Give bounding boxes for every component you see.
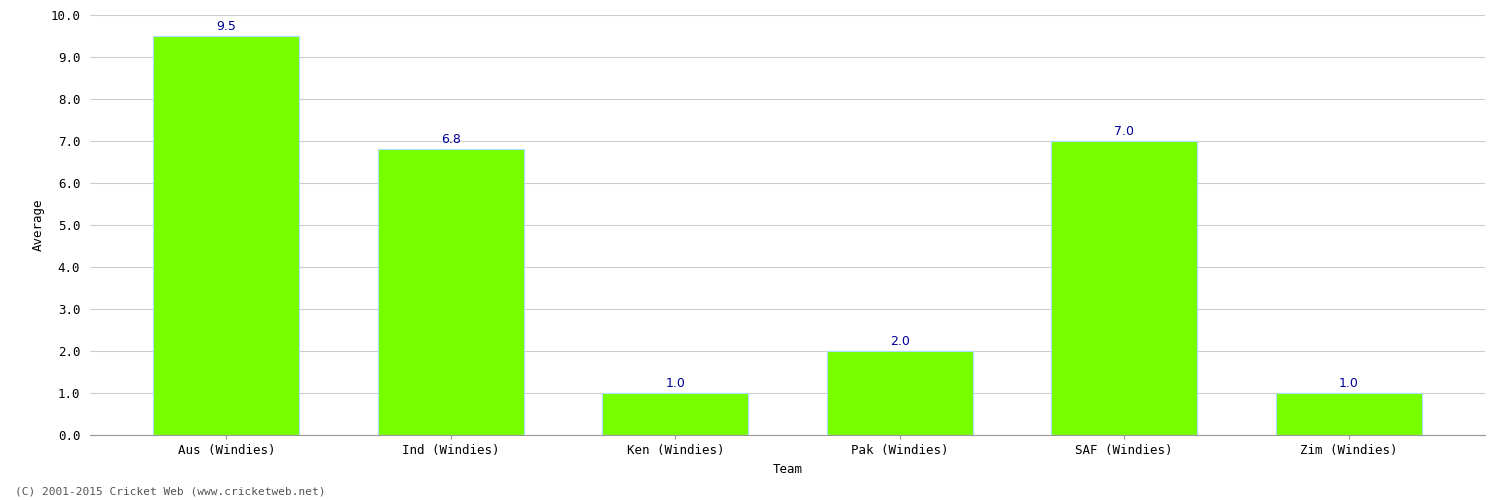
Text: 1.0: 1.0 [1338,376,1359,390]
X-axis label: Team: Team [772,462,802,475]
Bar [1052,141,1197,435]
Bar [603,393,748,435]
Text: 2.0: 2.0 [890,334,909,347]
Text: 6.8: 6.8 [441,133,460,146]
Text: (C) 2001-2015 Cricket Web (www.cricketweb.net): (C) 2001-2015 Cricket Web (www.cricketwe… [15,487,326,497]
Bar [827,351,972,435]
Bar [153,36,300,435]
Text: 1.0: 1.0 [666,376,686,390]
Bar [378,150,524,435]
Text: 9.5: 9.5 [216,20,237,32]
Text: 7.0: 7.0 [1114,124,1134,138]
Bar [1275,393,1422,435]
Y-axis label: Average: Average [32,198,45,251]
